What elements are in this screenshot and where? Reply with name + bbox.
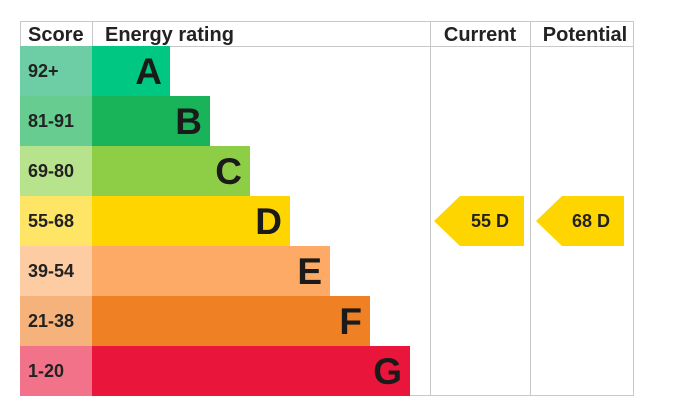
energy-rating-header: Energy rating [105, 24, 234, 46]
current-header: Current [444, 24, 517, 46]
rating-bar-a [92, 46, 170, 96]
current-rating-label: 55 D [471, 211, 509, 231]
rating-letter-b: B [175, 101, 202, 142]
score-cell-f [20, 296, 92, 346]
current-rating-indicator: 55 D [434, 196, 524, 246]
rating-bar-g [92, 346, 410, 396]
rating-letter-e: E [297, 251, 322, 292]
score-header: Score [28, 24, 84, 46]
current-rating-arrow [434, 196, 524, 246]
score-cell-e [20, 246, 92, 296]
rating-bar-c [92, 146, 250, 196]
rating-letter-a: A [135, 51, 162, 92]
potential-header: Potential [543, 24, 627, 46]
rating-letter-c: C [215, 151, 242, 192]
potential-rating-label: 68 D [572, 211, 610, 231]
rating-letter-d: D [255, 201, 282, 242]
score-label-d: 55-68 [28, 211, 74, 231]
score-cell-c [20, 146, 92, 196]
rating-bar-d [92, 196, 290, 246]
score-cell-a [20, 46, 92, 96]
rating-bar-e [92, 246, 330, 296]
rating-bar-b [92, 96, 210, 146]
score-label-a: 92+ [28, 61, 59, 81]
rating-bands: 92+ A 81-91 B 69-80 C 55-68 D 39-54 E 21-38 F 1-20 G [20, 46, 410, 396]
potential-rating-indicator: 68 D [536, 196, 624, 246]
score-cell-d [20, 196, 92, 246]
rating-letter-g: G [373, 351, 402, 392]
rating-letter-f: F [339, 301, 362, 342]
potential-rating-arrow [536, 196, 624, 246]
score-cell-g [20, 346, 92, 396]
score-label-e: 39-54 [28, 261, 74, 281]
score-label-c: 69-80 [28, 161, 74, 181]
score-label-b: 81-91 [28, 111, 74, 131]
rating-bar-f [92, 296, 370, 346]
score-label-f: 21-38 [28, 311, 74, 331]
score-cell-b [20, 96, 92, 146]
score-label-g: 1-20 [28, 361, 64, 381]
